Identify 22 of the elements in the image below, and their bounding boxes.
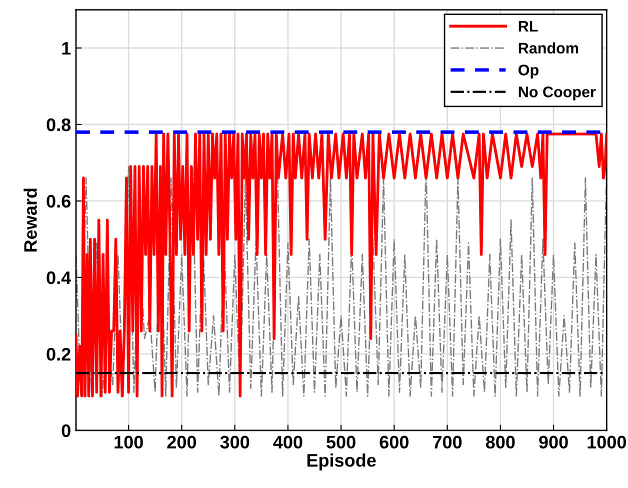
y-tick-label: 0.2 [46, 348, 70, 361]
x-tick-label: 600 [380, 436, 408, 449]
legend-label: No Cooper [518, 86, 596, 100]
y-tick-label: 0.6 [46, 194, 70, 208]
y-tick-label: 0.8 [46, 118, 71, 132]
legend-label: Op [518, 64, 538, 78]
x-tick-label: 200 [167, 436, 196, 449]
y-axis-title: Reward [24, 188, 37, 252]
legend-label: RL [518, 21, 538, 32]
x-axis-title: Episode [307, 453, 376, 470]
y-tick-label: 1 [62, 42, 71, 55]
y-tick-label: 0.4 [46, 271, 72, 284]
y-tick-label: 0 [62, 424, 70, 438]
x-tick-label: 300 [220, 436, 250, 449]
x-tick-label: 500 [326, 436, 356, 449]
x-tick-label: 700 [433, 436, 462, 449]
legend-label: Random [518, 42, 578, 54]
x-tick-label: 400 [273, 436, 302, 449]
x-tick-label: 100 [114, 436, 143, 449]
x-tick-label: 800 [486, 436, 515, 449]
x-tick-label: 1000 [588, 436, 626, 449]
x-tick-label: 900 [539, 436, 568, 449]
